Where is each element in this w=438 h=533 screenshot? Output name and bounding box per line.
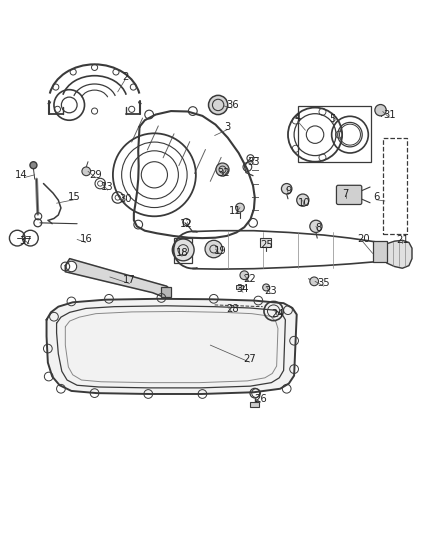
Text: 30: 30 xyxy=(119,194,131,204)
Text: 35: 35 xyxy=(318,278,330,288)
Bar xyxy=(174,238,192,263)
Text: 29: 29 xyxy=(89,170,102,180)
Text: 32: 32 xyxy=(217,168,230,177)
Text: 26: 26 xyxy=(254,394,267,404)
Text: 37: 37 xyxy=(20,236,32,246)
Text: 10: 10 xyxy=(298,198,311,208)
Text: 13: 13 xyxy=(101,182,114,192)
Text: 12: 12 xyxy=(180,219,193,229)
Text: 7: 7 xyxy=(343,189,349,199)
Text: 6: 6 xyxy=(373,192,379,201)
Text: 15: 15 xyxy=(67,192,81,201)
Text: 19: 19 xyxy=(214,246,227,256)
Text: 9: 9 xyxy=(286,187,292,196)
Circle shape xyxy=(208,95,228,115)
Text: 33: 33 xyxy=(247,157,260,167)
Circle shape xyxy=(66,261,77,272)
Text: 24: 24 xyxy=(272,309,284,319)
Text: 23: 23 xyxy=(264,286,277,295)
Text: 25: 25 xyxy=(261,240,273,249)
Text: 16: 16 xyxy=(79,235,92,245)
Bar xyxy=(251,402,259,407)
Circle shape xyxy=(216,163,229,176)
Text: 17: 17 xyxy=(123,276,136,286)
Text: 4: 4 xyxy=(294,113,301,123)
Circle shape xyxy=(205,240,223,258)
Bar xyxy=(161,287,171,297)
Circle shape xyxy=(30,161,37,169)
Circle shape xyxy=(310,277,318,286)
Text: 27: 27 xyxy=(243,354,256,364)
Bar xyxy=(261,238,272,247)
Text: 31: 31 xyxy=(383,110,396,119)
Circle shape xyxy=(82,167,91,176)
Circle shape xyxy=(375,104,386,116)
Circle shape xyxy=(172,239,194,261)
Text: 14: 14 xyxy=(15,170,28,180)
Text: 11: 11 xyxy=(229,206,242,216)
Bar xyxy=(236,285,243,289)
Text: 5: 5 xyxy=(329,114,336,124)
Circle shape xyxy=(240,271,249,280)
Text: 22: 22 xyxy=(243,274,256,284)
Bar xyxy=(373,241,387,262)
Text: 28: 28 xyxy=(226,304,238,314)
Polygon shape xyxy=(65,259,170,296)
Circle shape xyxy=(310,220,322,232)
Text: 2: 2 xyxy=(122,71,128,82)
Text: 21: 21 xyxy=(396,235,409,245)
Text: 34: 34 xyxy=(237,284,249,294)
Circle shape xyxy=(236,203,244,212)
Text: 3: 3 xyxy=(225,122,231,132)
Circle shape xyxy=(282,183,292,194)
FancyBboxPatch shape xyxy=(336,185,362,205)
Text: 20: 20 xyxy=(357,234,369,244)
Circle shape xyxy=(297,194,309,206)
Bar xyxy=(297,106,371,161)
Text: 18: 18 xyxy=(176,248,188,259)
Circle shape xyxy=(263,284,270,291)
Polygon shape xyxy=(387,240,412,268)
Text: 8: 8 xyxy=(315,223,321,233)
Polygon shape xyxy=(46,299,297,394)
Bar xyxy=(383,138,407,234)
Text: 36: 36 xyxy=(226,100,238,110)
